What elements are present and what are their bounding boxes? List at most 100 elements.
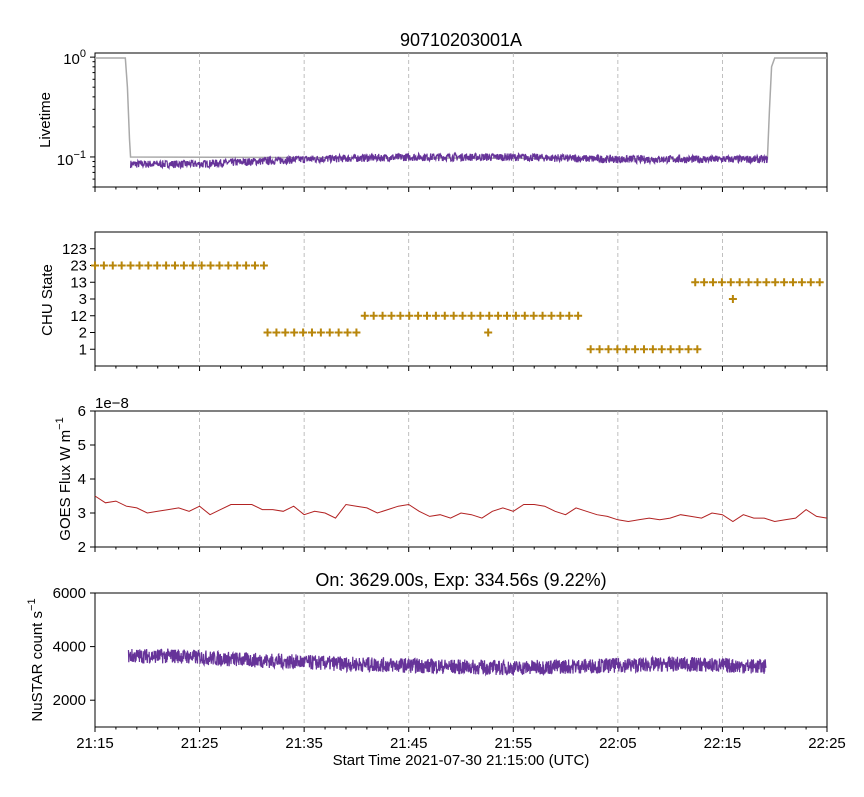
chu-point xyxy=(484,328,493,337)
chu-point xyxy=(215,261,224,270)
chu-point xyxy=(423,311,432,320)
chu-point xyxy=(565,311,574,320)
chu-ytick-label: 123 xyxy=(62,241,87,258)
goes-ytick-label: 3 xyxy=(78,505,86,522)
chu-axes xyxy=(94,231,828,367)
chu-point xyxy=(414,311,423,320)
x-tick-label: 22:25 xyxy=(808,735,846,752)
chu-ytick-label: 12 xyxy=(70,308,87,325)
x-tick-label: 21:55 xyxy=(495,735,533,752)
chu-point xyxy=(233,261,242,270)
chu-point xyxy=(299,328,308,337)
chu-point xyxy=(622,345,631,354)
chu-point xyxy=(709,278,718,287)
chu-ytick-label: 3 xyxy=(79,291,87,308)
chu-point xyxy=(529,311,538,320)
chu-point xyxy=(170,261,179,270)
chu-point xyxy=(675,345,684,354)
goes-offset-label: 1e−8 xyxy=(95,395,129,412)
chu-point xyxy=(307,328,316,337)
x-tick-label: 22:05 xyxy=(599,735,637,752)
chu-point xyxy=(405,311,414,320)
chu-point xyxy=(744,278,753,287)
chu-point xyxy=(735,278,744,287)
chu-point xyxy=(281,328,290,337)
chu-point xyxy=(726,278,735,287)
chu-point xyxy=(494,311,503,320)
nustar-ytick-label: 2000 xyxy=(53,692,86,709)
chu-point xyxy=(387,311,396,320)
chu-point xyxy=(334,328,343,337)
livetime-gray-line xyxy=(95,57,827,160)
chu-point xyxy=(476,311,485,320)
goes-ytick-label: 2 xyxy=(78,539,86,556)
chu-point xyxy=(458,311,467,320)
chu-point xyxy=(162,261,171,270)
figure-title: 90710203001A xyxy=(400,30,522,50)
chu-point xyxy=(316,328,325,337)
chu-point xyxy=(117,261,126,270)
chu-point xyxy=(503,311,512,320)
chu-point xyxy=(360,311,369,320)
x-tick-label: 21:15 xyxy=(76,735,114,752)
nustar-rate-line xyxy=(127,648,767,677)
chu-point xyxy=(467,311,476,320)
chu-point xyxy=(263,328,272,337)
chu-point xyxy=(99,261,108,270)
livetime-ylabel: Livetime xyxy=(37,92,54,148)
chu-point xyxy=(378,311,387,320)
goes-ytick-label: 6 xyxy=(78,403,86,420)
chu-point xyxy=(197,261,206,270)
chu-point xyxy=(753,278,762,287)
nustar-ylabel: NuSTAR count s−1 xyxy=(26,598,46,721)
nustar-ytick-label: 6000 xyxy=(53,585,86,602)
chu-point xyxy=(666,345,675,354)
nustar-panel: On: 3629.00s, Exp: 334.56s (9.22%) NuSTA… xyxy=(26,570,846,752)
goes-ytick-label: 4 xyxy=(78,471,86,488)
chu-point xyxy=(762,278,771,287)
chu-ytick-label: 23 xyxy=(70,258,87,275)
chu-point xyxy=(556,311,565,320)
livetime-panel: Livetime 100 10−1 xyxy=(37,48,828,192)
chu-point xyxy=(144,261,153,270)
chu-point xyxy=(135,261,144,270)
x-tick-label: 21:45 xyxy=(390,735,428,752)
goes-flux-line xyxy=(94,495,828,523)
chu-point xyxy=(396,311,405,320)
nustar-title: On: 3629.00s, Exp: 334.56s (9.22%) xyxy=(315,570,606,590)
chu-point xyxy=(188,261,197,270)
chu-point xyxy=(728,295,737,303)
chu-point xyxy=(520,311,529,320)
chu-point xyxy=(797,278,806,287)
chu-point xyxy=(224,261,233,270)
chu-point xyxy=(631,345,640,354)
chu-point xyxy=(538,311,547,320)
x-tick-label: 21:35 xyxy=(285,735,323,752)
chu-point xyxy=(272,328,281,337)
livetime-purple-line xyxy=(129,151,768,171)
chu-point xyxy=(179,261,188,270)
chu-point xyxy=(449,311,458,320)
chu-point xyxy=(206,261,215,270)
goes-ytick-label: 5 xyxy=(78,437,86,454)
chu-point xyxy=(108,261,117,270)
chu-point xyxy=(691,278,700,287)
chu-point xyxy=(693,345,702,354)
livetime-axes xyxy=(94,52,828,188)
chu-point xyxy=(789,278,798,287)
chu-point xyxy=(780,278,789,287)
x-axis-label: Start Time 2021-07-30 21:15:00 (UTC) xyxy=(333,752,590,769)
chu-point xyxy=(595,345,604,354)
chu-point xyxy=(640,345,648,354)
chu-point xyxy=(511,311,520,320)
chu-point xyxy=(574,311,583,320)
goes-panel: 1e−8 GOES Flux W m−1 2 3 4 5 6 xyxy=(54,395,828,556)
chu-point xyxy=(657,345,666,354)
x-tick-label: 21:25 xyxy=(181,735,219,752)
nustar-ytick-label: 4000 xyxy=(53,639,86,656)
goes-axes xyxy=(94,410,828,548)
chu-point xyxy=(369,311,378,320)
chu-ylabel: CHU State xyxy=(39,264,56,336)
chu-point xyxy=(242,261,251,270)
